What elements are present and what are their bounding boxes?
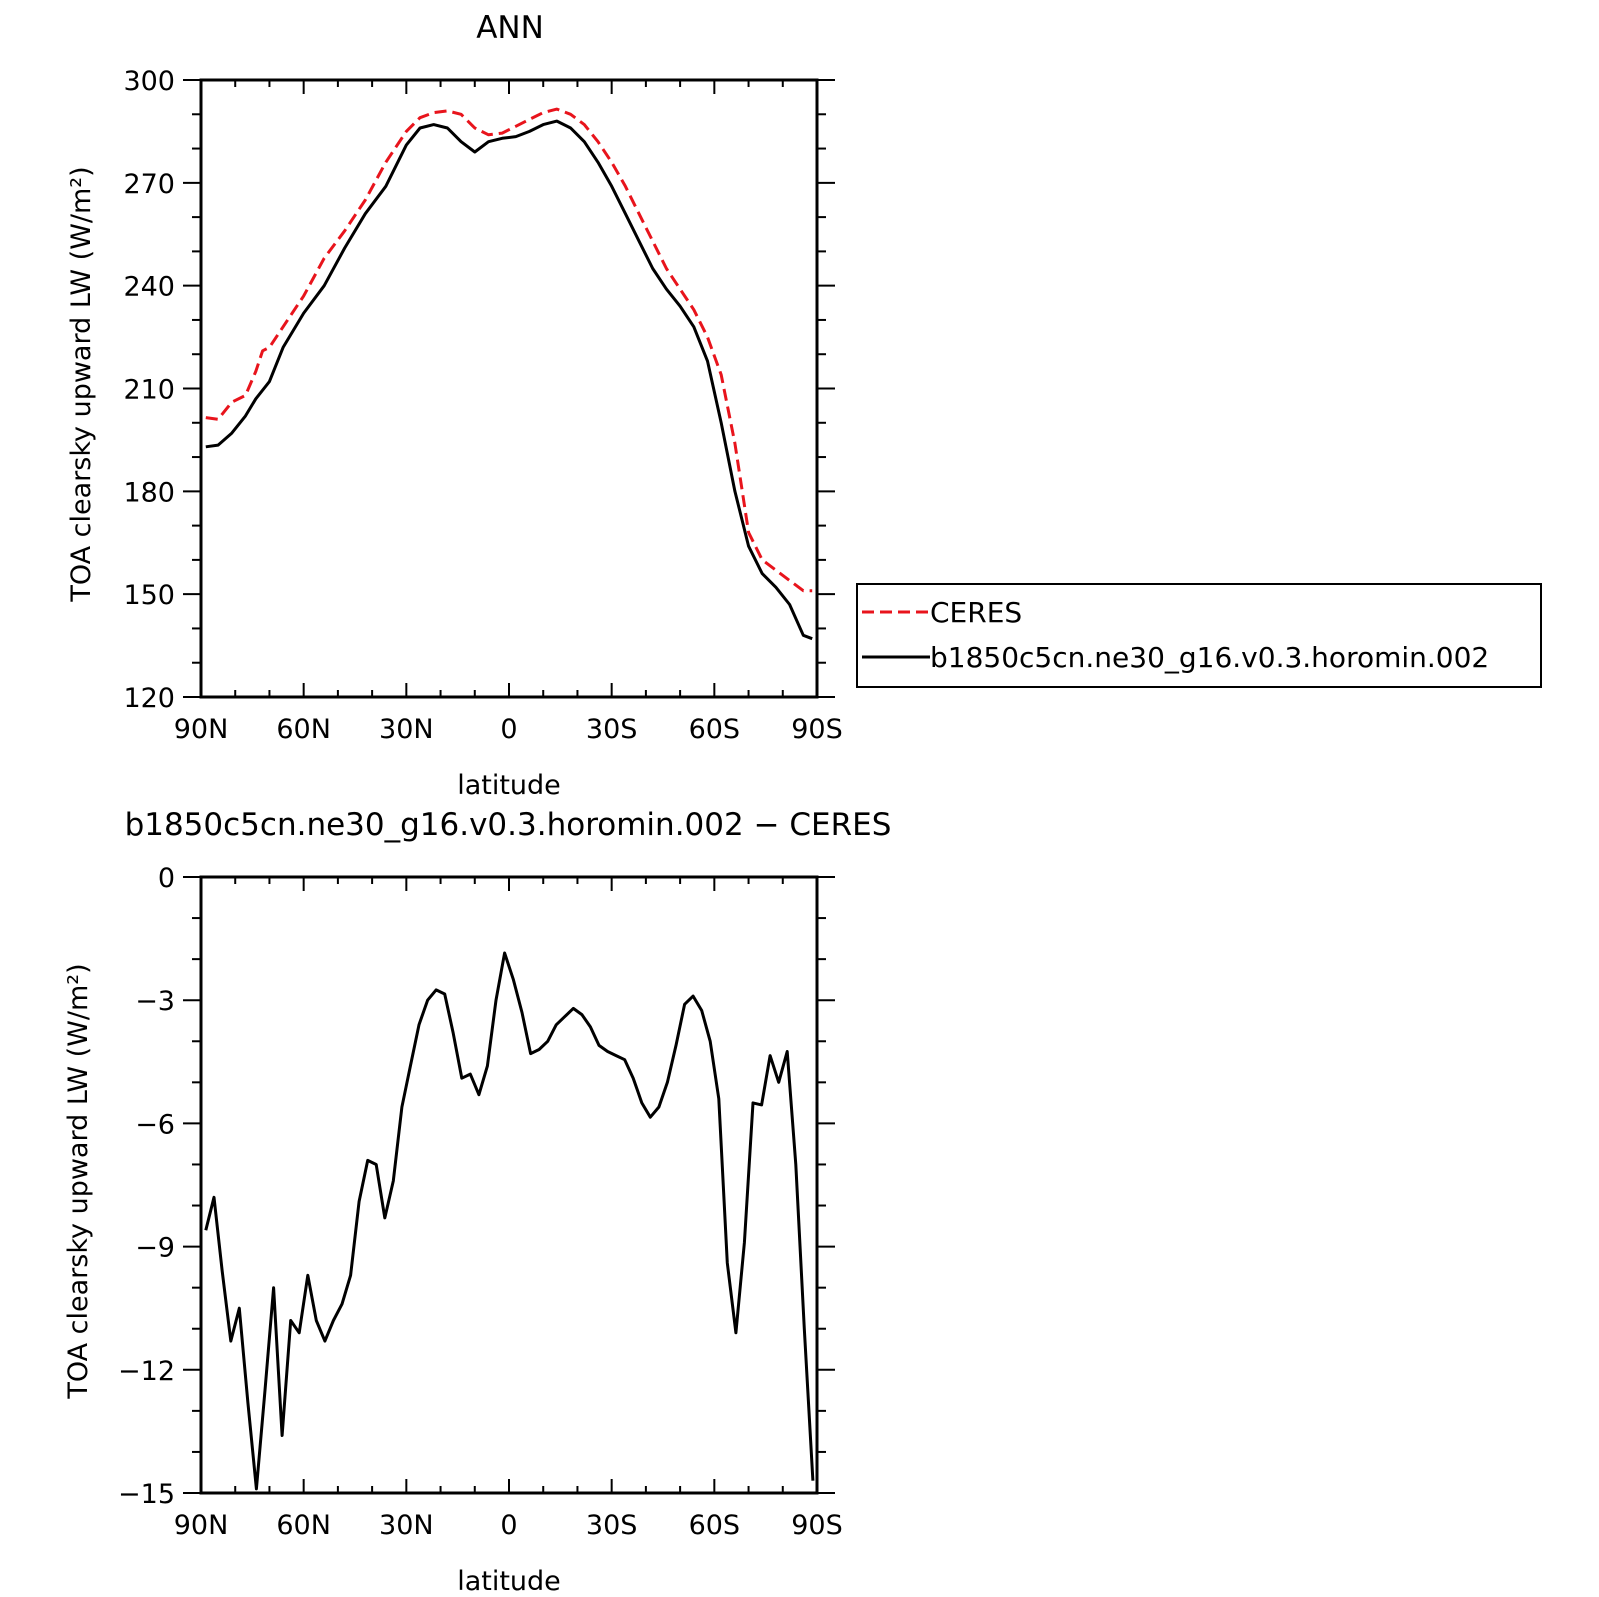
bottom-x-tick-label: 30N — [379, 1510, 434, 1541]
bottom-series — [204, 951, 815, 1491]
top-x-axis-label: latitude — [457, 770, 561, 801]
bottom-y-tick-label: −12 — [118, 1356, 175, 1387]
top-series-line-0 — [205, 107, 813, 593]
bottom-y-tick-label: 0 — [158, 863, 175, 894]
top-series — [205, 107, 813, 641]
top-y-tick-label: 270 — [123, 169, 175, 200]
bottom-panel: b1850c5cn.ne30_g16.v0.3.horomin.002 − CE… — [63, 807, 891, 1597]
top-x-tick-label: 60N — [276, 714, 331, 745]
bottom-y-tick-label: −9 — [135, 1233, 175, 1264]
bottom-x-axis-label: latitude — [457, 1566, 561, 1597]
top-panel: ANN TOA clearsky upward LW (W/m²) latitu… — [66, 10, 843, 801]
top-x-tick-label: 90N — [174, 714, 229, 745]
bottom-x-tick-label: 60S — [689, 1510, 741, 1541]
legend-box — [856, 583, 1542, 688]
top-y-axis-label: TOA clearsky upward LW (W/m²) — [66, 166, 97, 602]
top-x-tick-label: 30S — [586, 714, 638, 745]
top-y-tick-label: 240 — [123, 272, 175, 303]
bottom-series-line-0 — [204, 951, 815, 1491]
top-ticks: 90N 60N 30N 0 30S 60S 90S 120 150 180 210 240 270 300 — [123, 66, 842, 745]
bottom-x-tick-label: 60N — [276, 1510, 331, 1541]
top-plot-frame — [199, 78, 819, 699]
bottom-y-tick-label: −15 — [118, 1479, 175, 1510]
bottom-y-tick-label: −3 — [135, 986, 175, 1017]
bottom-ticks: 90N 60N 30N 0 30S 60S 90S −15 −12 −9 −6 −3 0 — [118, 863, 843, 1541]
bottom-plot-frame — [199, 875, 819, 1495]
bottom-x-tick-label: 0 — [500, 1510, 517, 1541]
legend-label-model: b1850c5cn.ne30_g16.v0.3.horomin.002 — [930, 641, 1489, 674]
bottom-x-tick-label: 90S — [791, 1510, 843, 1541]
legend-label-ceres: CERES — [930, 596, 1022, 629]
top-x-tick-label: 0 — [500, 714, 517, 745]
legend: CERES b1850c5cn.ne30_g16.v0.3.horomin.00… — [856, 583, 1542, 688]
top-series-line-1 — [205, 119, 813, 641]
bottom-chart-title: b1850c5cn.ne30_g16.v0.3.horomin.002 − CE… — [125, 807, 892, 843]
top-chart-title: ANN — [476, 10, 544, 46]
top-y-tick-label: 210 — [123, 375, 175, 406]
bottom-y-tick-label: −6 — [135, 1109, 175, 1140]
top-y-tick-label: 120 — [123, 683, 175, 714]
bottom-x-tick-label: 30S — [586, 1510, 638, 1541]
bottom-x-tick-label: 90N — [174, 1510, 229, 1541]
top-x-tick-label: 90S — [791, 714, 843, 745]
top-x-tick-label: 30N — [379, 714, 434, 745]
top-y-tick-label: 180 — [123, 477, 175, 508]
top-y-tick-label: 150 — [123, 580, 175, 611]
bottom-y-axis-label: TOA clearsky upward LW (W/m²) — [63, 963, 94, 1399]
top-x-tick-label: 60S — [689, 714, 741, 745]
top-y-tick-label: 300 — [123, 66, 175, 97]
